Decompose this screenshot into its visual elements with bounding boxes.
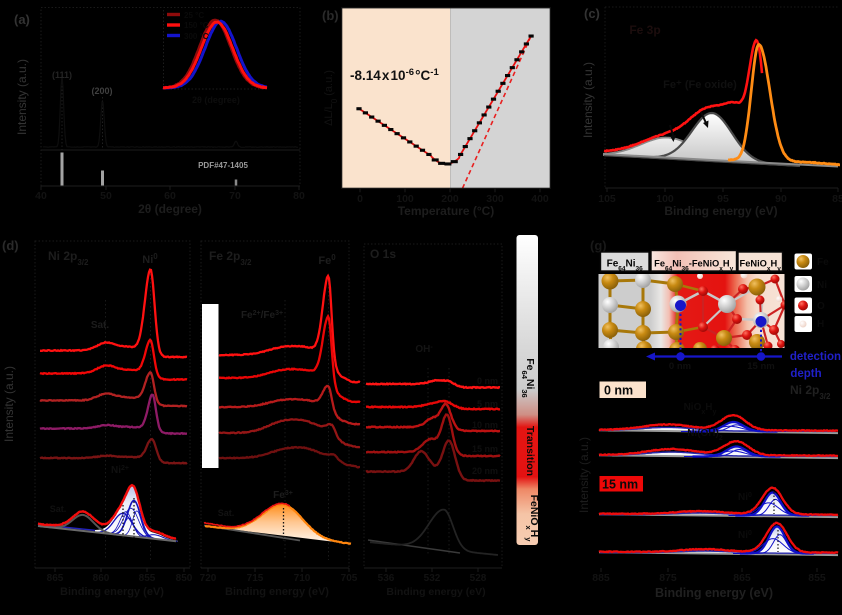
svg-text:Ni0: Ni0 [738,530,752,542]
svg-text:20 nm: 20 nm [472,466,498,476]
svg-text:15 nm: 15 nm [472,444,498,454]
svg-text:105: 105 [598,193,616,205]
svg-text:85: 85 [832,193,842,205]
svg-text:Binding energy (eV): Binding energy (eV) [664,204,777,218]
svg-text:90: 90 [775,193,787,205]
svg-text:(c): (c) [584,6,600,21]
svg-text:2θ (degree): 2θ (degree) [138,202,202,216]
svg-text:detection: detection [790,351,841,363]
svg-text:300 °C: 300 °C [184,32,209,41]
svg-text:528: 528 [470,573,487,584]
svg-text:Sat.: Sat. [91,320,110,331]
svg-text:(b): (b) [322,8,339,23]
svg-text:885: 885 [592,572,610,584]
svg-text:15 nm: 15 nm [747,361,774,372]
svg-text:(111): (111) [52,70,72,80]
svg-text:0 nm: 0 nm [604,384,633,398]
svg-text:OH-: OH- [415,344,433,356]
svg-text:H: H [817,319,824,330]
svg-text:15 nm: 15 nm [602,478,638,492]
svg-text:Fe2+/Fe3+: Fe2+/Fe3+ [241,310,283,322]
svg-text:40: 40 [35,190,47,202]
svg-text:Binding energy (eV): Binding energy (eV) [386,586,485,598]
svg-text:80: 80 [293,190,305,202]
svg-text:ΔL/L0 (a.u.): ΔL/L0 (a.u.) [323,70,339,126]
svg-text:720: 720 [200,573,217,584]
svg-text:Ni: Ni [817,280,827,291]
svg-text:855: 855 [808,572,826,584]
svg-text:(a): (a) [14,12,30,27]
svg-text:536: 536 [378,573,395,584]
svg-text:Intensity (a.u.): Intensity (a.u.) [2,366,16,442]
svg-text:O: O [817,301,825,312]
svg-text:5 nm: 5 nm [477,399,498,409]
svg-text:400: 400 [531,193,549,205]
svg-text:Fe: Fe [817,257,829,268]
svg-text:depth: depth [790,368,821,380]
svg-text:850: 850 [176,573,193,584]
svg-text:705: 705 [341,573,358,584]
svg-text:2θ (degree): 2θ (degree) [192,95,240,105]
svg-text:Intensity (a.u.): Intensity (a.u.) [577,437,591,513]
svg-text:(200): (200) [91,86,112,96]
svg-text:875: 875 [659,572,677,584]
svg-text:Binding energy (eV): Binding energy (eV) [655,586,773,600]
svg-text:0: 0 [357,193,363,205]
svg-text:865: 865 [733,572,751,584]
svg-text:Transition: Transition [524,426,536,476]
svg-text:PDF#47-1405: PDF#47-1405 [198,161,248,170]
svg-text:Temperature (°C): Temperature (°C) [398,204,495,218]
svg-text:Ni2+: Ni2+ [111,465,129,477]
svg-text:(g): (g) [590,238,607,253]
svg-text:715: 715 [247,573,264,584]
svg-text:Ni0: Ni0 [738,492,752,504]
svg-text:Fe⁺ (Fe oxide): Fe⁺ (Fe oxide) [663,79,737,91]
svg-text:95: 95 [717,193,729,205]
svg-text:Binding energy (eV): Binding energy (eV) [60,586,164,598]
svg-text:(d): (d) [2,238,19,253]
svg-text:FeNiOxHy: FeNiOxHy [525,495,541,543]
svg-text:532: 532 [424,573,441,584]
svg-text:Fe 3p: Fe 3p [629,23,660,37]
svg-text:10 nm: 10 nm [472,420,498,430]
svg-text:60: 60 [164,190,176,202]
svg-text:0 nm: 0 nm [477,376,498,386]
svg-text:100: 100 [656,193,674,205]
svg-text:25 °C: 25 °C [184,11,204,20]
svg-text:Sat.: Sat. [50,504,67,514]
svg-text:NiOxHy: NiOxHy [684,402,717,416]
svg-text:Sat.: Sat. [218,508,235,518]
svg-text:0 nm: 0 nm [669,361,691,372]
svg-text:O 1s: O 1s [370,247,396,261]
svg-text:Intensity (a.u.): Intensity (a.u.) [15,59,29,135]
svg-text:Intensity (a.u.): Intensity (a.u.) [581,62,595,138]
svg-text:-8.14 x 10-6 °C-1: -8.14 x 10-6 °C-1 [350,67,439,84]
svg-text:Binding energy (eV): Binding energy (eV) [225,586,329,598]
svg-text:150 °C: 150 °C [184,21,209,30]
svg-text:300: 300 [486,193,504,205]
svg-text:100: 100 [396,193,414,205]
svg-text:200: 200 [441,193,459,205]
svg-text:Fe64Ni36: Fe64Ni36 [521,358,537,397]
svg-text:865: 865 [47,573,64,584]
svg-text:860: 860 [93,573,110,584]
svg-text:70: 70 [229,190,241,202]
svg-text:50: 50 [100,190,112,202]
svg-text:Ni(OH)2: Ni(OH)2 [687,428,723,442]
svg-text:Fe3+: Fe3+ [273,490,293,502]
svg-text:855: 855 [139,573,156,584]
svg-text:Fe64Ni36: Fe64Ni36 [607,259,644,273]
svg-text:710: 710 [294,573,311,584]
